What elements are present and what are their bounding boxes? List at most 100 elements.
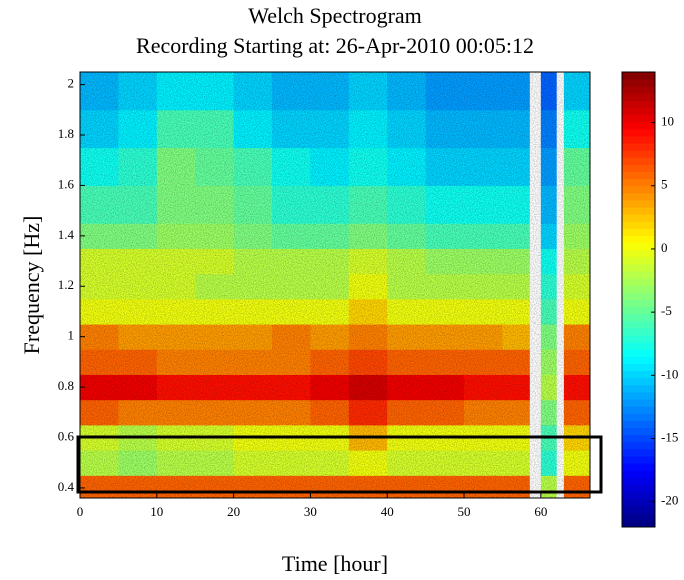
cell xyxy=(425,147,465,186)
colorbar-frame xyxy=(621,71,656,528)
colorbar-swatch xyxy=(622,363,655,372)
cell xyxy=(310,109,350,149)
cell xyxy=(310,273,350,300)
cell xyxy=(310,298,350,325)
cell xyxy=(156,223,196,249)
cell xyxy=(195,475,235,498)
cell xyxy=(272,374,311,401)
colorbar-tick-label: -5 xyxy=(661,303,672,318)
cell xyxy=(502,450,530,476)
cell xyxy=(156,273,196,300)
cell xyxy=(387,147,427,186)
cell xyxy=(540,349,557,375)
highlight-box xyxy=(76,435,603,494)
colorbar-swatch xyxy=(622,292,655,300)
cell xyxy=(387,298,427,325)
colorbar-swatch xyxy=(622,384,655,393)
cell xyxy=(563,450,590,476)
cell xyxy=(563,349,590,375)
colorbar-swatch xyxy=(622,299,655,308)
cell xyxy=(195,185,235,224)
colorbar-swatch xyxy=(622,121,655,130)
colorbar-swatch xyxy=(622,171,655,180)
cell xyxy=(348,223,388,249)
colorbar-swatch xyxy=(622,399,655,407)
cell xyxy=(425,273,465,300)
cell xyxy=(348,185,388,224)
cell xyxy=(310,450,350,476)
cell xyxy=(310,399,350,426)
cell xyxy=(387,72,427,111)
cell xyxy=(540,450,557,476)
cell xyxy=(118,72,158,111)
cell xyxy=(387,374,427,401)
cell xyxy=(502,349,530,375)
cell xyxy=(502,109,530,149)
cell xyxy=(80,374,119,401)
cell xyxy=(540,374,557,401)
cell xyxy=(387,185,427,224)
cell xyxy=(118,298,158,325)
cell xyxy=(387,223,427,249)
cell xyxy=(425,72,465,111)
cell xyxy=(80,223,119,249)
cell xyxy=(195,248,235,275)
colorbar-swatch xyxy=(622,242,655,251)
colorbar-swatch xyxy=(622,221,655,229)
cell xyxy=(272,475,311,498)
cell xyxy=(156,475,196,498)
colorbar-swatch xyxy=(622,420,655,428)
colorbar-swatch xyxy=(622,157,655,165)
colorbar-swatch xyxy=(622,498,655,507)
cell xyxy=(118,349,158,375)
colorbar-swatch xyxy=(622,477,655,485)
cell xyxy=(80,324,119,350)
cell xyxy=(502,324,530,350)
x-tick-label: 60 xyxy=(534,504,547,519)
y-tick-label: 1.8 xyxy=(58,126,74,141)
colorbar-swatch xyxy=(622,271,655,279)
cell xyxy=(502,475,530,498)
cell xyxy=(348,475,388,498)
cell xyxy=(156,374,196,401)
cell xyxy=(425,248,465,275)
cell xyxy=(310,374,350,401)
cell xyxy=(310,185,350,224)
colorbar-swatch xyxy=(622,512,655,521)
cell xyxy=(348,248,388,275)
cell xyxy=(195,399,235,426)
y-tick-label: 1.2 xyxy=(58,277,74,292)
cell xyxy=(464,147,503,186)
colorbar-swatch xyxy=(622,100,655,109)
cell xyxy=(80,450,119,476)
x-tick-label: 10 xyxy=(150,504,163,519)
colorbar-swatch xyxy=(622,349,655,357)
cell xyxy=(348,324,388,350)
cell xyxy=(540,185,557,224)
chart-subtitle: Recording Starting at: 26-Apr-2010 00:05… xyxy=(136,33,534,58)
colorbar-swatch xyxy=(622,342,655,350)
x-tick-label: 20 xyxy=(227,504,240,519)
cell xyxy=(563,109,590,149)
cell xyxy=(425,349,465,375)
cell xyxy=(272,273,311,300)
cell xyxy=(233,147,273,186)
cell xyxy=(502,374,530,401)
cell xyxy=(272,298,311,325)
colorbar-swatch xyxy=(622,434,655,443)
cell xyxy=(156,109,196,149)
cell xyxy=(195,298,235,325)
cell xyxy=(387,450,427,476)
cell xyxy=(80,185,119,224)
cell xyxy=(464,475,503,498)
cell xyxy=(118,223,158,249)
cell xyxy=(464,324,503,350)
colorbar-swatch xyxy=(622,199,655,208)
cell xyxy=(540,223,557,249)
cell xyxy=(464,450,503,476)
cell xyxy=(80,475,119,498)
colorbar-tick-label: 0 xyxy=(661,240,668,255)
colorbar-swatch xyxy=(622,143,655,151)
plot-frame xyxy=(79,71,591,499)
cell xyxy=(233,324,273,350)
